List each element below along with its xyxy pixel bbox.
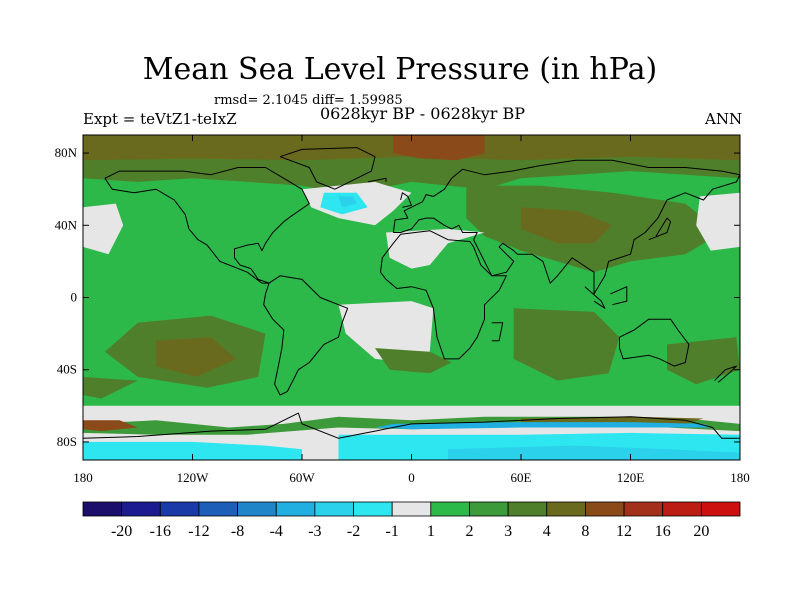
period-label: 0628kyr BP - 0628kyr BP	[320, 104, 525, 123]
field-region	[513, 308, 620, 381]
colorbar-swatch	[353, 501, 393, 517]
y-tick-label: 80S	[57, 434, 77, 449]
coastline	[380, 230, 507, 360]
x-tick-label: 0	[408, 470, 415, 485]
colorbar-swatch	[82, 501, 123, 517]
colorbar: -20 -16 -12 -8 -4 -3 -2 -1 1 2 3 4 8 12 16 20	[82, 501, 741, 540]
colorbar-swatch	[662, 501, 702, 517]
colorbar-swatch	[700, 501, 741, 517]
y-tick-label: 40N	[55, 217, 78, 232]
colorbar-swatch	[198, 501, 238, 517]
pressure-field	[83, 135, 740, 460]
x-tick-label: 60E	[511, 470, 532, 485]
coastline	[714, 365, 737, 383]
chart-title: Mean Sea Level Pressure (in hPa)	[142, 52, 658, 87]
colorbar-label: 2	[465, 523, 473, 540]
experiment-label: Expt = teVtZ1-teIxZ	[83, 110, 237, 128]
colorbar-label: -2	[347, 523, 360, 540]
colorbar-swatch	[546, 501, 586, 517]
colorbar-swatch	[623, 501, 664, 517]
colorbar-label: -20	[111, 523, 132, 540]
field-region	[83, 376, 138, 399]
coastline	[263, 275, 349, 396]
colorbar-label: 8	[581, 523, 589, 540]
colorbar-label: 20	[693, 523, 709, 540]
y-tick-label: 80N	[55, 145, 78, 160]
colorbar-label: -12	[188, 523, 209, 540]
coastline	[104, 167, 310, 284]
field-region	[83, 420, 138, 432]
colorbar-swatch	[585, 501, 625, 517]
x-tick-label: 60W	[289, 470, 315, 485]
coastline	[83, 412, 740, 439]
field-region	[375, 348, 452, 374]
colorbar-label: 4	[543, 523, 551, 540]
field-region	[667, 337, 740, 385]
colorbar-swatch	[275, 501, 316, 517]
coastline	[491, 322, 504, 342]
coastline	[619, 318, 690, 367]
coastline	[400, 192, 412, 208]
colorbar-swatch	[121, 501, 161, 517]
colorbar-label: 1	[427, 523, 435, 540]
field-region	[192, 138, 302, 155]
colorbar-label: -8	[231, 523, 244, 540]
colorbar-label: 3	[504, 523, 512, 540]
field-region	[393, 135, 485, 161]
coastline	[392, 159, 740, 295]
colorbar-swatch	[391, 501, 432, 517]
x-tick-label: 120E	[617, 470, 645, 485]
colorbar-label: 16	[655, 523, 671, 540]
field-region	[386, 228, 485, 269]
colorbar-swatch	[469, 501, 509, 517]
coastline	[279, 147, 376, 190]
field-region	[338, 196, 357, 208]
season-label: ANN	[705, 110, 743, 128]
field-region	[338, 301, 434, 363]
colorbar-label: -1	[386, 523, 399, 540]
field-region	[696, 192, 740, 251]
x-tick-label: 180	[73, 470, 93, 485]
stats-label: rmsd= 2.1045 diff= 1.59985	[214, 93, 403, 108]
y-axis: 80N 40N 0 40S 80S	[55, 145, 740, 449]
colorbar-swatch	[430, 501, 470, 517]
colorbar-label: -16	[150, 523, 171, 540]
colorbar-swatch	[159, 501, 200, 517]
field-region	[375, 422, 713, 430]
field-region	[83, 203, 124, 255]
colorbar-swatch	[507, 501, 548, 517]
y-tick-label: 0	[71, 290, 78, 305]
field-region	[156, 337, 237, 377]
field-region	[521, 207, 613, 244]
coastline	[610, 286, 628, 306]
coastlines	[83, 147, 740, 439]
field-region	[83, 441, 302, 460]
colorbar-label: -4	[270, 523, 283, 540]
coastline	[367, 177, 387, 183]
y-tick-label: 40S	[57, 362, 77, 377]
colorbar-label: -3	[308, 523, 321, 540]
coastline	[648, 217, 672, 241]
x-axis: 180 120W 60W 0 60E 120E 180	[73, 135, 750, 485]
colorbar-swatch	[314, 501, 354, 517]
x-tick-label: 120W	[177, 470, 210, 485]
x-tick-label: 180	[730, 470, 750, 485]
colorbar-swatch	[237, 501, 277, 517]
coastline	[584, 286, 606, 309]
colorbar-label: 12	[616, 523, 632, 540]
